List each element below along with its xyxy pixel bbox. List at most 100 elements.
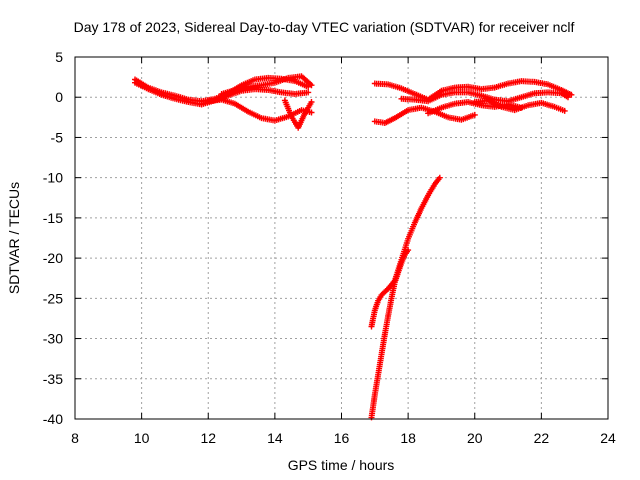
data-point (413, 98, 416, 101)
data-point (267, 88, 270, 92)
data-point (570, 93, 573, 97)
grid-lines (75, 57, 608, 419)
data-point (520, 96, 523, 99)
data-point (383, 121, 387, 125)
data-point (310, 83, 313, 87)
data-point (287, 76, 290, 80)
data-point (207, 100, 210, 103)
data-point (280, 91, 283, 94)
data-point (403, 253, 406, 257)
plus-marks (371, 104, 478, 126)
data-point (187, 100, 190, 104)
data-point (560, 92, 563, 95)
y-tick-label: -20 (43, 250, 63, 266)
data-point (473, 113, 476, 117)
data-point (290, 115, 293, 118)
data-point (466, 100, 470, 104)
data-point (493, 86, 496, 89)
data-point (426, 194, 430, 197)
data-point (300, 75, 303, 78)
y-tick-label: -15 (43, 210, 63, 226)
data-point (460, 118, 463, 121)
data-point (260, 116, 263, 120)
data-point (220, 98, 223, 101)
data-point (513, 108, 516, 112)
data-point (546, 83, 550, 86)
data-point (526, 104, 530, 107)
data-point (147, 87, 150, 91)
chart-title: Day 178 of 2023, Sidereal Day-to-day VTE… (74, 19, 575, 35)
data-point (300, 108, 303, 112)
data-point (563, 109, 566, 113)
y-tick-label: -5 (51, 129, 64, 145)
data-point (293, 92, 297, 96)
x-tick-label: 16 (334, 430, 350, 446)
y-tick-label: -40 (43, 411, 63, 427)
plot-frame (74, 56, 609, 420)
data-point (446, 116, 450, 119)
data-point (273, 81, 277, 84)
data-point (390, 297, 393, 300)
x-tick-label: 12 (200, 430, 216, 446)
data-point (386, 314, 390, 318)
data-point (420, 106, 423, 109)
x-tick-label: 24 (600, 430, 616, 446)
data-point (380, 293, 383, 297)
data-point (413, 92, 416, 96)
data-point (546, 91, 550, 94)
y-tick-label: -10 (43, 170, 63, 186)
data-point (200, 103, 203, 106)
data-point (296, 126, 300, 129)
series-pass-1d (218, 73, 315, 97)
x-tick-label: 22 (534, 430, 550, 446)
data-point (220, 92, 223, 96)
data-point (453, 91, 456, 94)
y-tick-label: 0 (55, 89, 63, 105)
x-tick-label: 20 (467, 430, 483, 446)
data-point (393, 116, 396, 120)
data-point (380, 353, 383, 356)
data-point (310, 100, 313, 104)
data-point (440, 89, 443, 92)
data-point (466, 91, 470, 94)
data-marks (132, 73, 575, 421)
data-point (486, 99, 490, 102)
data-point (247, 110, 250, 113)
data-point (566, 96, 570, 99)
data-point (370, 416, 373, 419)
x-tick-label: 10 (134, 430, 150, 446)
x-tick-label: 8 (71, 430, 79, 446)
data-point (520, 79, 523, 83)
data-point (480, 94, 483, 97)
data-point (306, 91, 310, 94)
data-point (433, 182, 436, 186)
data-point (426, 100, 430, 103)
y-tick-label: -25 (43, 290, 63, 306)
data-point (293, 79, 297, 83)
series-descent-b (368, 247, 412, 421)
data-point (420, 207, 423, 210)
data-point (533, 80, 536, 84)
data-point (373, 82, 377, 85)
data-point (426, 112, 430, 115)
data-point (310, 111, 313, 114)
series-pass-2c (471, 97, 568, 114)
data-point (173, 97, 177, 101)
data-point (506, 82, 510, 85)
data-point (540, 101, 543, 105)
data-point (453, 86, 456, 89)
data-point (553, 105, 556, 109)
data-point (303, 112, 307, 115)
y-tick-label: -30 (43, 331, 63, 347)
data-point (453, 102, 456, 105)
series-pass-1c (205, 96, 315, 124)
series-pass-2b (398, 89, 571, 105)
data-point (373, 309, 377, 312)
data-point (438, 176, 441, 179)
data-point (267, 76, 270, 80)
data-point (400, 87, 403, 90)
data-point (406, 248, 410, 252)
data-point (406, 237, 410, 241)
data-point (373, 393, 377, 397)
